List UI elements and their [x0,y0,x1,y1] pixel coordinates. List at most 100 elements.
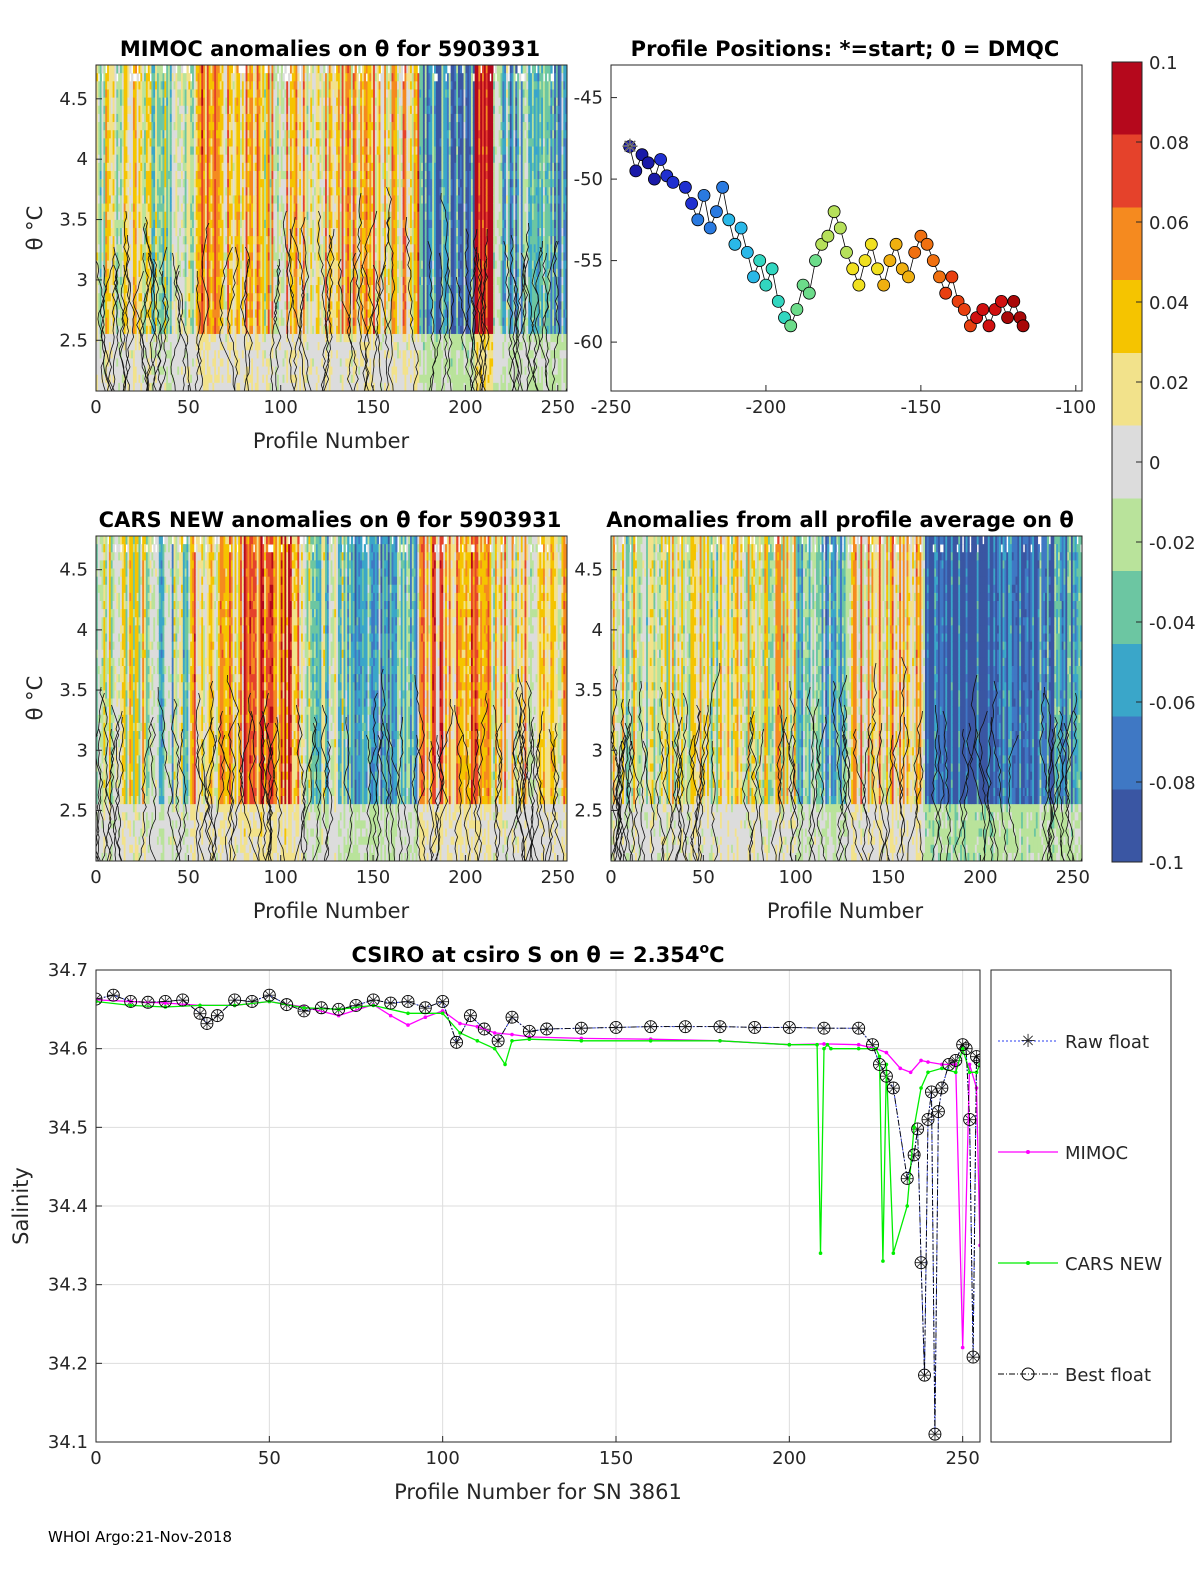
heatmap-cell [132,97,136,107]
heatmap-cell [164,228,167,237]
heatmap-cell [188,203,191,213]
heatmap-cell [275,154,278,164]
heatmap-cell [278,179,282,188]
heatmap-cell [123,146,126,156]
heatmap-cell [145,97,149,107]
heatmap-cell [258,130,261,139]
heatmap-cell [134,195,138,204]
heatmap-cell [319,179,322,188]
heatmap-cell [105,342,108,351]
heatmap-cell [323,244,326,253]
heatmap-cell [262,236,265,245]
heatmap-cell [323,219,326,229]
heatmap-cell [277,89,280,98]
heatmap-cell [149,236,152,245]
heatmap-cell [273,317,276,327]
heatmap-cell [278,382,282,391]
heatmap-cell [241,122,245,131]
heatmap-cell [238,236,241,245]
heatmap-cell [313,317,317,327]
heatmap-cell [184,244,187,253]
heatmap-cell [184,81,187,90]
heatmap-cell [216,138,219,147]
heatmap-cell [144,309,147,319]
heatmap-cell [280,97,283,107]
heatmap-cell [112,309,115,319]
heatmap-cell [192,97,195,107]
heatmap-cell [107,187,110,196]
heatmap-cell [289,113,293,123]
heatmap-cell [295,317,298,327]
heatmap-cell [140,244,143,253]
heatmap-cell [232,179,235,188]
heatmap-cell [284,203,287,213]
heatmap-cell [118,105,121,115]
heatmap-cell [164,138,167,147]
heatmap-cell [265,170,269,180]
heatmap-cell [190,130,193,139]
heatmap-cell [125,89,128,98]
heatmap-cell [219,366,222,376]
heatmap-cell [114,325,117,335]
heatmap-cell [256,228,259,237]
heatmap-cell [249,301,252,310]
heatmap-cell [286,276,289,286]
heatmap-cell [317,244,320,253]
heatmap-cell [216,252,219,261]
heatmap-cell [273,268,276,278]
heatmap-cell [267,309,271,319]
heatmap-cell [236,162,239,172]
heatmap-cell [302,350,306,359]
heatmap-cell [291,342,295,351]
heatmap-cell [212,333,215,343]
heatmap-cell [236,105,239,115]
heatmap-cell [121,350,125,359]
heatmap-cell [166,285,169,294]
heatmap-cell [238,366,241,376]
heatmap-cell [197,374,200,384]
heatmap-cell [199,276,202,286]
heatmap-cell [212,260,215,270]
heatmap-cell [197,154,200,164]
heatmap-cell [264,138,267,147]
heatmap-cell [295,81,298,90]
heatmap-cell [310,146,313,156]
heatmap-cell [190,342,193,351]
heatmap-cell [234,325,237,335]
heatmap-cell [197,276,200,286]
heatmap-cell [173,268,176,278]
heatmap-cell [221,187,224,196]
heatmap-cell [264,195,267,204]
heatmap-cell [308,138,311,147]
heatmap-cell [212,366,215,376]
heatmap-cell [197,195,200,204]
heatmap-cell [206,89,210,98]
heatmap-cell [173,219,176,229]
heatmap-cell [236,219,239,229]
heatmap-cell [269,154,272,164]
heatmap-cell [302,333,306,343]
heatmap-cell [286,195,289,204]
heatmap-cell [184,179,187,188]
heatmap-cell [160,309,163,319]
heatmap-cell [319,350,322,359]
heatmap-cell [164,252,167,261]
heatmap-cell [308,113,311,123]
heatmap-cell [145,138,149,147]
heatmap-cell [319,317,322,327]
heatmap-cell [140,113,143,123]
heatmap-cell [114,260,117,270]
heatmap-cell [192,252,195,261]
heatmap-cell [110,187,114,196]
heatmap-cell [315,195,319,204]
heatmap-cell [277,97,280,107]
heatmap-cell [293,285,296,294]
heatmap-cell [193,105,197,115]
heatmap-cell [293,203,296,213]
heatmap-cell [319,228,322,237]
heatmap-cell [108,162,112,172]
heatmap-cell [151,81,154,90]
heatmap-cell [129,219,132,229]
heatmap-cell [212,154,215,164]
heatmap-cell [234,122,237,131]
